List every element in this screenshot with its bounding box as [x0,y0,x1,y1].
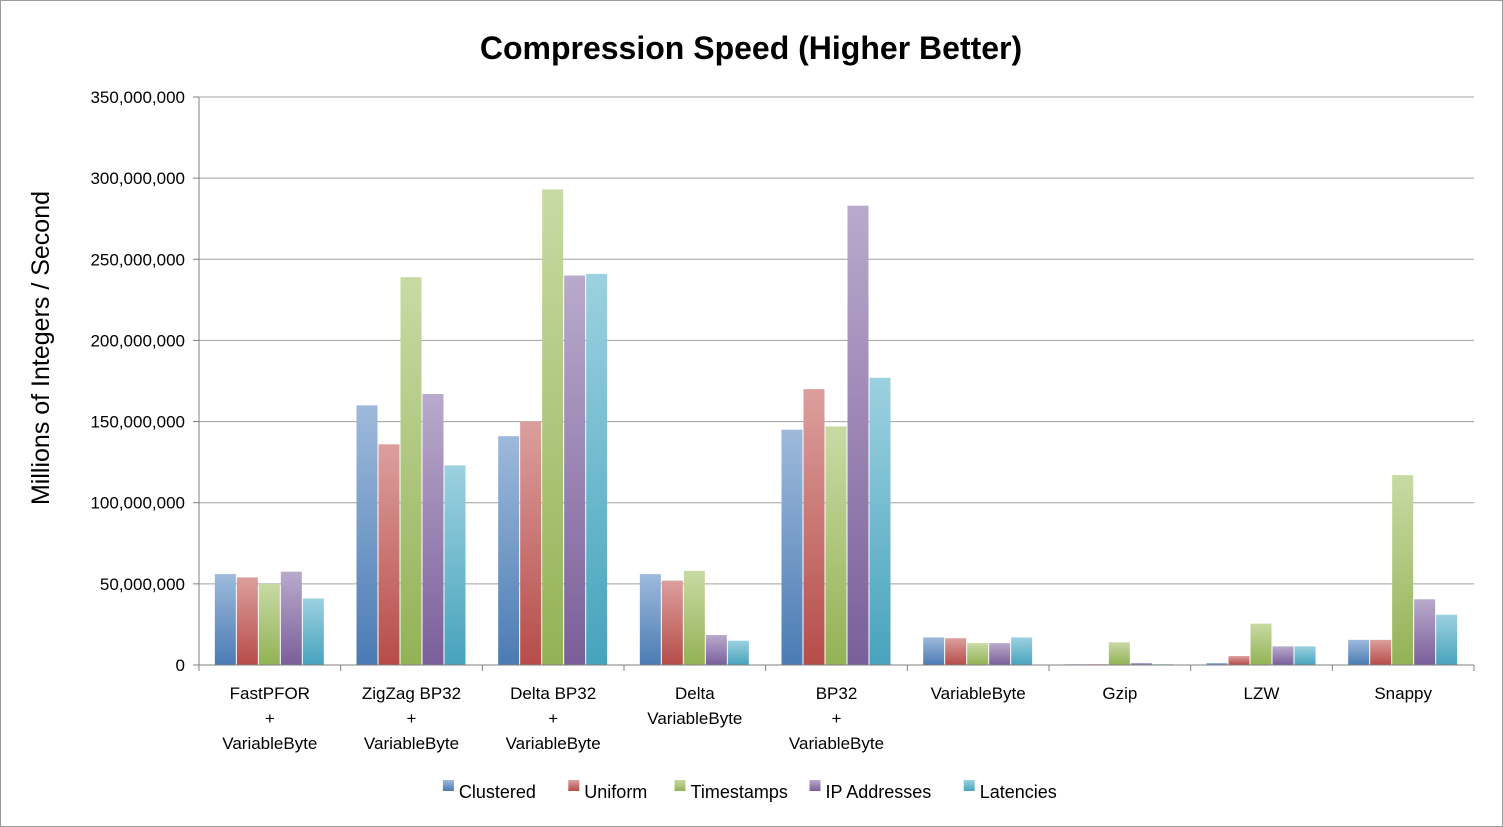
x-category-label: VariableByte [222,734,317,753]
legend-swatch [963,780,975,791]
bar-ip-addresses [1414,599,1436,665]
bar-clustered [498,436,520,665]
bar-ip-addresses [564,275,586,665]
bar-ip-addresses [1130,663,1152,665]
bar-uniform [1370,639,1392,665]
bar-ip-addresses [422,393,444,665]
bar-latencies [727,640,749,665]
bar-timestamps [1108,642,1130,665]
y-tick-label: 350,000,000 [90,88,185,107]
y-tick-label: 0 [176,656,185,675]
bar-ip-addresses [280,571,302,665]
bar-timestamps [825,426,847,665]
bar-latencies [1436,614,1458,665]
x-axis [198,97,1475,671]
legend-label: Uniform [584,782,647,802]
bar-timestamps [967,643,989,665]
bar-uniform [236,577,258,665]
y-tick-label: 250,000,000 [90,250,185,269]
x-category-label: LZW [1244,684,1280,703]
bar-clustered [923,637,945,665]
bar-latencies [586,273,608,665]
bar-timestamps [1250,623,1272,665]
bar-timestamps [683,570,705,665]
bar-clustered [356,405,378,665]
bar-ip-addresses [989,643,1011,665]
x-category-label: VariableByte [364,734,459,753]
y-tick-label: 50,000,000 [100,575,185,594]
bar-uniform [1228,656,1250,665]
legend-swatch [674,780,686,791]
bar-latencies [444,465,466,665]
x-axis-categories: FastPFOR + VariableByte ZigZag BP32 + Variabl… [222,684,1432,753]
y-axis-ticks: 0 50,000,000 100,000,000 150,000,000 200,000… [90,88,199,675]
x-category-label: Gzip [1102,684,1137,703]
bar-timestamps [542,189,564,665]
bar-ip-addresses [847,205,869,665]
bar-latencies [869,377,891,665]
x-category-label: VariableByte [931,684,1026,703]
bar-latencies [1011,637,1033,665]
y-tick-label: 300,000,000 [90,169,185,188]
x-category-label: Delta [675,684,715,703]
x-category-label: + [265,709,275,728]
x-category-label: + [548,709,558,728]
bar-ip-addresses [705,634,727,665]
y-tick-label: 200,000,000 [90,331,185,350]
bar-uniform [378,444,400,665]
bar-clustered [781,429,803,665]
legend-label: IP Addresses [826,782,932,802]
bar-uniform [803,389,825,665]
x-category-label: VariableByte [506,734,601,753]
bar-timestamps [258,583,280,665]
bar-timestamps [1392,475,1414,665]
bar-clustered [1348,639,1370,665]
bar-clustered [639,574,661,665]
x-category-label: Snappy [1374,684,1432,703]
legend-label: Clustered [459,782,536,802]
bar-ip-addresses [1272,646,1294,665]
x-category-label: Delta BP32 [510,684,596,703]
legend-swatch [442,780,454,791]
bar-uniform [661,580,683,665]
y-tick-label: 150,000,000 [90,413,185,432]
bar-uniform [945,638,967,665]
bar-latencies [1294,646,1316,665]
bar-latencies [302,598,324,665]
x-category-label: + [832,709,842,728]
x-category-label: VariableByte [789,734,884,753]
legend-label: Timestamps [691,782,788,802]
x-category-label: ZigZag BP32 [362,684,461,703]
legend-swatch [568,780,580,791]
legend: Clustered Uniform Timestamps IP Addresses La… [442,780,1057,802]
x-category-label: VariableByte [647,709,742,728]
y-axis-label: Millions of Integers / Second [27,191,55,505]
chart-title: Compression Speed (Higher Better) [480,30,1022,66]
bar-clustered [1206,663,1228,665]
bar-timestamps [400,277,422,665]
bar-clustered [214,574,236,665]
y-tick-label: 100,000,000 [90,494,185,513]
bars [214,189,1458,665]
x-category-label: BP32 [816,684,858,703]
bar-uniform [520,421,542,665]
x-category-label: + [407,709,417,728]
x-category-label: FastPFOR [230,684,310,703]
legend-label: Latencies [980,782,1057,802]
legend-swatch [809,780,821,791]
